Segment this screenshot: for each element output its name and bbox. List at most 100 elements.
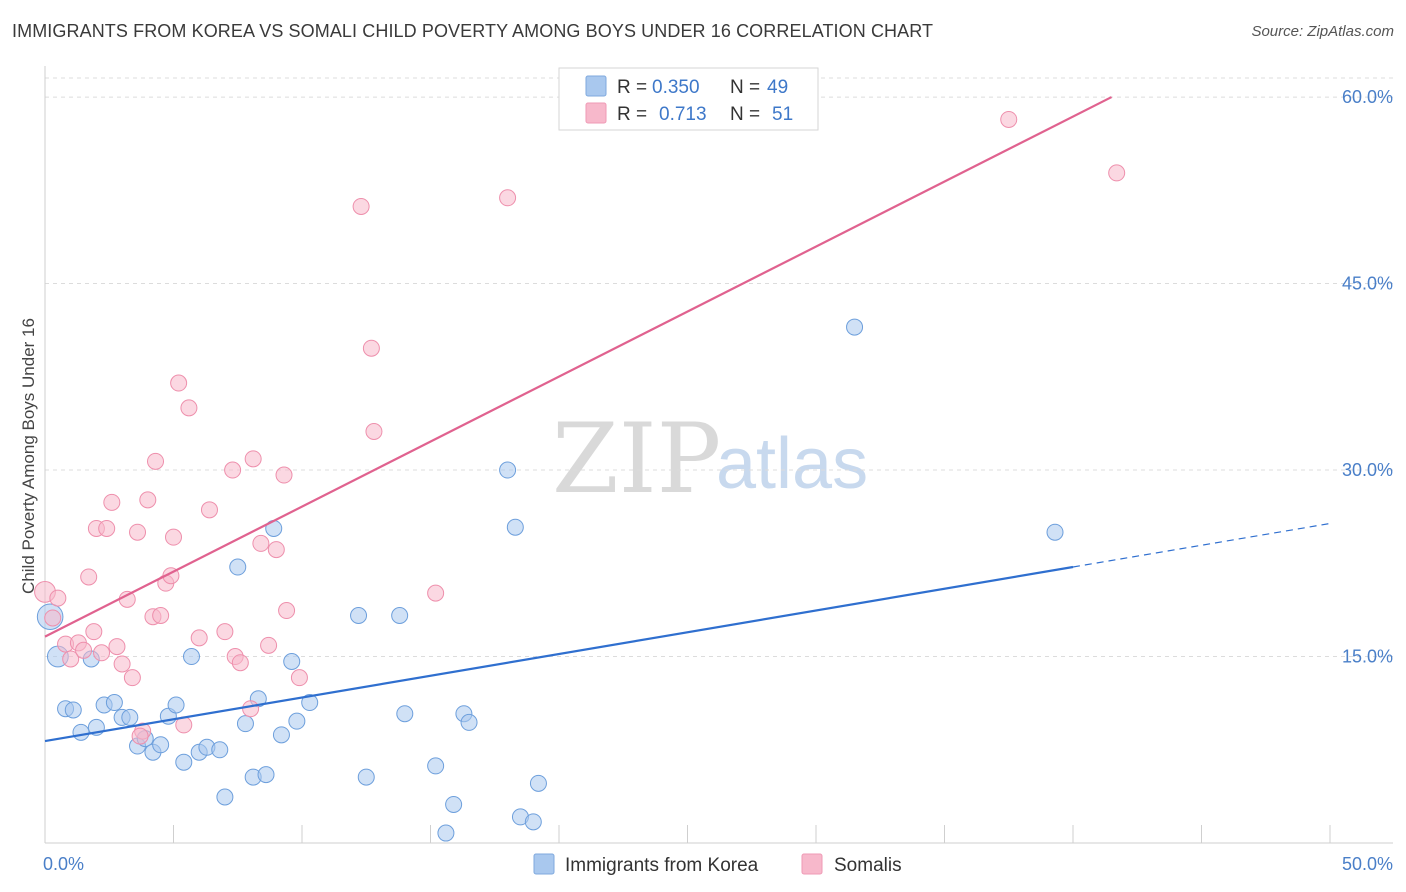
axis-layer <box>44 66 1393 844</box>
trendline-korea <box>44 565 1074 743</box>
point-somalis <box>365 423 383 441</box>
point-somalis <box>152 606 170 624</box>
point-somalis <box>118 590 136 608</box>
point-somalis <box>267 541 285 559</box>
point-somalis <box>147 452 165 470</box>
point-korea <box>524 813 542 831</box>
point-somalis <box>131 727 149 745</box>
point-somalis <box>231 654 249 672</box>
point-korea <box>283 652 301 670</box>
source-label: Source: ZipAtlas.com <box>1251 23 1394 40</box>
point-korea <box>167 696 185 714</box>
trend-layer <box>44 96 1331 743</box>
point-somalis <box>275 466 293 484</box>
point-korea <box>445 795 463 813</box>
legend-n-value-korea: 49 <box>767 77 788 98</box>
point-korea <box>236 715 254 733</box>
x-tick-label-min: 0.0% <box>43 854 84 874</box>
point-korea <box>152 736 170 754</box>
watermark-atlas: atlas <box>716 424 868 504</box>
legend-n-value-somalis: 51 <box>772 104 793 125</box>
point-somalis <box>216 623 234 641</box>
point-somalis <box>170 374 188 392</box>
point-korea <box>257 766 275 784</box>
trendline-somalis <box>44 96 1113 638</box>
legend-r-label-somalis: R = <box>617 104 647 125</box>
point-somalis <box>123 669 141 687</box>
y-axis-title: Child Poverty Among Boys Under 16 <box>19 318 38 594</box>
y-tick-label: 60.0% <box>1342 87 1393 107</box>
point-korea <box>272 726 290 744</box>
point-somalis <box>352 197 370 215</box>
chart-title: IMMIGRANTS FROM KOREA VS SOMALI CHILD PO… <box>12 21 934 41</box>
point-somalis <box>103 493 121 511</box>
legend-n-label-korea: N = <box>730 77 760 98</box>
point-korea <box>506 518 524 536</box>
series-legend: Immigrants from Korea Somalis <box>533 853 902 876</box>
point-somalis <box>278 602 296 620</box>
series-swatch-korea <box>533 853 555 875</box>
point-korea <box>427 757 445 775</box>
point-somalis <box>113 655 131 673</box>
point-somalis <box>1000 110 1018 128</box>
watermark-zip: ZIP <box>552 403 721 515</box>
watermark: ZIP atlas <box>552 403 868 515</box>
points-layer <box>34 110 1126 842</box>
point-somalis <box>80 568 98 586</box>
point-somalis <box>252 534 270 552</box>
point-korea <box>64 701 82 719</box>
point-korea <box>182 648 200 666</box>
y-tick-label: 30.0% <box>1342 460 1393 480</box>
series-swatch-somalis <box>801 853 823 875</box>
point-somalis <box>62 650 80 668</box>
point-korea <box>301 694 319 712</box>
point-somalis <box>98 519 116 537</box>
tick-layer: 15.0% 30.0% 45.0% 60.0% <box>44 87 1393 843</box>
point-somalis <box>129 523 147 541</box>
point-korea <box>529 774 547 792</box>
point-somalis <box>499 189 517 207</box>
grid-layer <box>45 77 1393 658</box>
point-korea <box>121 708 139 726</box>
point-somalis <box>165 528 182 546</box>
legend-r-value-korea: 0.350 <box>652 77 700 98</box>
legend-r-label-korea: R = <box>617 77 647 98</box>
point-korea <box>288 712 306 730</box>
point-korea <box>350 606 368 624</box>
point-korea <box>105 694 123 712</box>
point-korea <box>391 606 409 624</box>
point-somalis <box>260 636 278 654</box>
correlation-legend: R = 0.350 N = 49 R = 0.713 N = 51 <box>558 67 819 131</box>
point-somalis <box>93 644 111 662</box>
point-korea <box>437 824 455 842</box>
series-label-korea: Immigrants from Korea <box>565 855 759 876</box>
point-somalis <box>49 589 67 607</box>
point-somalis <box>290 669 308 687</box>
point-somalis <box>190 629 208 647</box>
point-korea <box>211 741 229 759</box>
point-korea <box>396 705 414 723</box>
point-korea <box>499 461 517 479</box>
point-korea <box>216 788 234 806</box>
point-korea <box>357 768 375 786</box>
point-korea <box>460 713 478 731</box>
x-tick-label-max: 50.0% <box>1342 854 1393 874</box>
legend-n-label-somalis: N = <box>730 104 760 125</box>
point-somalis <box>244 450 262 468</box>
legend-swatch-korea <box>585 75 607 97</box>
y-tick-label: 45.0% <box>1342 274 1393 294</box>
point-korea <box>175 753 193 771</box>
point-somalis <box>200 501 218 519</box>
point-somalis <box>108 638 126 656</box>
series-label-somalis: Somalis <box>834 855 902 876</box>
point-korea <box>72 723 90 741</box>
legend-r-value-somalis: 0.713 <box>659 104 707 125</box>
point-korea <box>1046 523 1064 541</box>
point-somalis <box>427 584 445 602</box>
point-somalis <box>224 461 242 479</box>
point-somalis <box>1108 164 1126 182</box>
point-somalis <box>85 623 103 641</box>
legend-swatch-somalis <box>585 102 607 124</box>
point-somalis <box>242 700 260 718</box>
